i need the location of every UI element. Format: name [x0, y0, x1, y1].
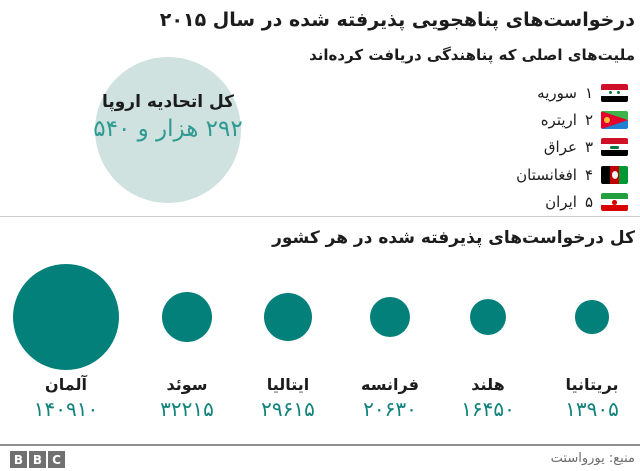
nationality-name: اریتره	[540, 111, 577, 130]
country-bubble	[575, 300, 609, 334]
nationality-name: افغانستان	[516, 165, 577, 184]
country-name: هلند	[471, 375, 505, 394]
country-name: سوئد	[166, 375, 208, 394]
nationality-rank: ۵	[584, 193, 593, 212]
country-value: ۳۲۲۱۵	[160, 397, 214, 421]
nationality-name: سوریه	[537, 83, 577, 102]
eu-total-label: کل اتحادیه اروپا	[101, 92, 235, 112]
source-credit: منبع: یورواستت	[550, 451, 635, 466]
country-value: ۱۶۴۵۰	[461, 397, 515, 421]
nationality-row: ۴ افغانستان	[516, 161, 628, 188]
bbc-logo-letter: B	[10, 451, 27, 468]
iran-flag-icon	[601, 193, 628, 212]
nationality-list: ۱ سوریه ۲ اریتره ۳ عراق ۴ افغانستان ۵ ایران	[516, 79, 628, 216]
country-value: ۲۹۶۱۵	[261, 397, 315, 421]
bbc-logo-letter: C	[48, 451, 65, 468]
nationality-row: ۵ ایران	[516, 189, 628, 216]
iraq-flag-icon	[601, 138, 628, 157]
country-name: بریتانیا	[565, 375, 619, 394]
country-name: آلمان	[45, 375, 87, 394]
nationality-name: عراق	[543, 138, 577, 157]
eritrea-flag-icon	[601, 111, 628, 130]
country-bubble	[161, 291, 213, 343]
nationality-row: ۳ عراق	[516, 134, 628, 161]
country-value: ۲۰۶۳۰	[363, 397, 417, 421]
country-value: ۱۴۰۹۱۰	[33, 397, 99, 421]
nationality-rank: ۱	[584, 83, 593, 102]
nationalities-title: ملیت‌های اصلی که پناهندگی دریافت کرده‌ان…	[309, 46, 635, 64]
nationality-row: ۲ اریتره	[516, 106, 628, 133]
country-bubble	[13, 264, 119, 370]
eu-total-value: ۲۹۲ هزار و ۵۴۰	[93, 116, 243, 142]
page-title: درخواست‌های پناهجویی پذیرفته شده در سال …	[159, 9, 635, 31]
afghanistan-flag-icon	[601, 165, 628, 184]
country-name: فرانسه	[361, 375, 419, 394]
countries-section-title: کل درخواست‌های پذیرفته شده در هر کشور	[272, 228, 635, 248]
nationality-row: ۱ سوریه	[516, 79, 628, 106]
country-bubble	[369, 296, 411, 338]
country-bubble	[263, 292, 313, 342]
country-value: ۱۳۹۰۵	[565, 397, 619, 421]
syria-flag-icon	[601, 83, 628, 102]
section-divider	[0, 216, 640, 217]
nationality-rank: ۲	[584, 111, 593, 130]
eu-total-bubble: کل اتحادیه اروپا ۲۹۲ هزار و ۵۴۰	[93, 57, 243, 203]
nationality-name: ایران	[545, 193, 577, 212]
nationality-rank: ۳	[584, 138, 593, 157]
nationality-rank: ۴	[584, 165, 593, 184]
footer-divider	[0, 444, 640, 446]
bbc-logo: B B C	[10, 451, 65, 468]
country-name: ایتالیا	[266, 375, 310, 394]
country-bubble	[469, 298, 507, 336]
bbc-logo-letter: B	[29, 451, 46, 468]
